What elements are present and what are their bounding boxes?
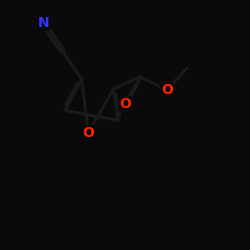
Text: O: O <box>82 126 94 140</box>
Text: N: N <box>38 16 49 30</box>
Text: O: O <box>119 97 131 111</box>
Text: O: O <box>161 83 173 97</box>
